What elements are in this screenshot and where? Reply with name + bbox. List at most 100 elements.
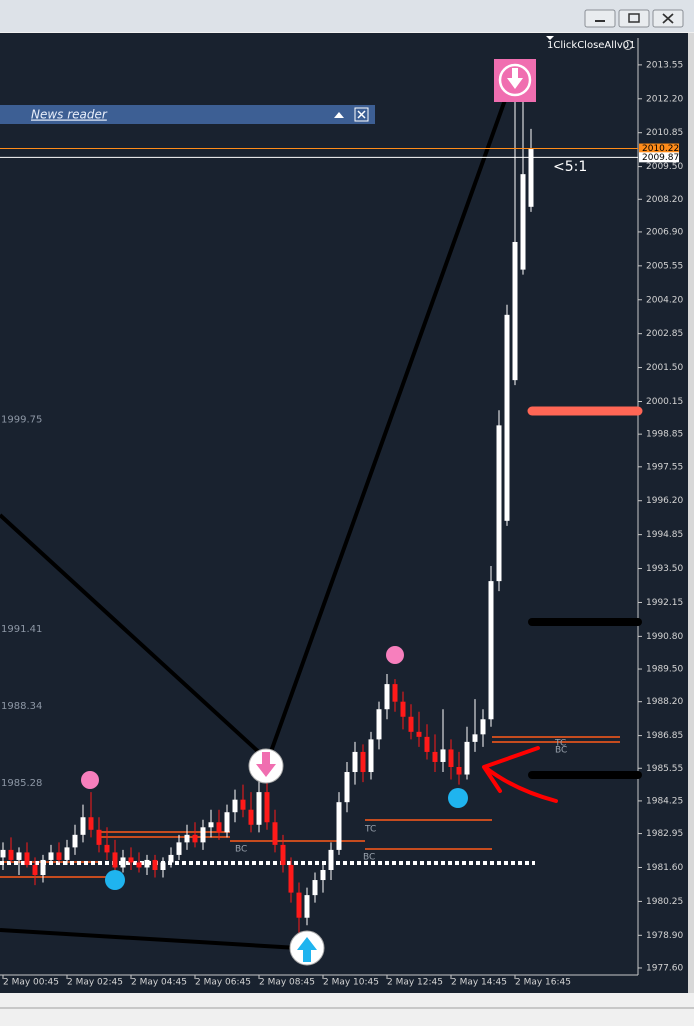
price-tag [639,152,679,163]
y-tick-label: 1986.85 [646,731,683,741]
y-tick-label: 1996.20 [646,496,683,506]
candle-body [0,849,6,858]
ratio-label: <5:1 [553,159,587,175]
sell-box-arrow [507,68,523,89]
chart-background [0,33,688,993]
candle-body [312,880,318,896]
y-tick-label: 1982.95 [646,829,683,839]
collapse-icon[interactable] [334,112,344,118]
level-label: 1985.28 [1,778,42,789]
candle-body [128,857,134,863]
minimize-button[interactable] [584,9,616,28]
y-tick-label: 1992.15 [646,598,683,608]
candle-body [280,844,286,865]
news-reader-title[interactable]: News reader [31,108,108,122]
level-tag: BC [363,853,375,863]
candle-body [304,895,310,918]
candle-body [160,862,166,870]
buy-arrow-icon [297,937,317,962]
y-tick-label: 1989.50 [646,665,683,675]
y-tick-label: 2000.15 [646,397,683,407]
candle-body [24,852,30,865]
trend-line [266,99,507,761]
candle-body [416,731,422,737]
candle-body [208,822,214,828]
y-tick-label: 1994.85 [646,530,683,540]
x-tick-label: 2 May 00:45 [3,978,59,988]
close-panel-icon [357,110,366,119]
candle-body [136,862,142,868]
x-tick-label: 2 May 02:45 [67,978,123,988]
y-tick-label: 1988.20 [646,697,683,707]
candle-body [456,767,462,775]
level-tag: TC [554,739,566,749]
candle-body [264,792,270,823]
candles [0,101,534,938]
y-tick-label: 1981.60 [646,863,683,873]
y-tick-label: 2008.20 [646,195,683,205]
news-reader-bar[interactable] [0,105,375,124]
candle-body [240,799,246,810]
candle-body [8,849,14,860]
candle-body [512,241,518,381]
candle-body [256,792,262,825]
y-tick-label: 1985.55 [646,764,683,774]
candle-body [248,809,254,825]
candle-body [432,751,438,762]
x-tick-label: 2 May 14:45 [451,978,507,988]
level-tag: TC [364,825,376,835]
y-tick-label: 2009.50 [646,162,683,172]
candle-body [104,844,110,853]
y-tick-label: 1998.85 [646,430,683,440]
candle-body [184,834,190,843]
candle-body [448,749,454,768]
candle-body [464,741,470,775]
y-tick-label: 2005.55 [646,261,683,271]
indicator-name: 1ClickCloseAllv01 [547,40,635,51]
restore-button[interactable] [618,9,650,28]
y-tick-label: 1984.25 [646,796,683,806]
candle-body [152,859,158,870]
level-label: 1999.75 [1,415,42,426]
candle-body [48,852,54,860]
y-tick-label: 2012.20 [646,94,683,104]
shift-marker [546,36,554,40]
y-tick-label: 1990.80 [646,632,683,642]
candle-body [88,817,94,830]
restore-icon [628,13,640,23]
buy-signal [105,870,125,890]
candle-body [496,425,502,582]
candle-body [40,859,46,876]
candle-body [368,739,374,773]
y-tick-label: 2004.20 [646,295,683,305]
hand-drawn-arrow [482,746,558,803]
y-tick-label: 2013.55 [646,60,683,70]
candle-body [488,581,494,720]
x-tick-label: 2 May 10:45 [323,978,379,988]
buy-signal [448,788,468,808]
candle-body [120,857,126,868]
close-panel[interactable] [354,107,369,122]
signals [81,59,558,966]
level-tag: BC [235,845,247,855]
candle-body [64,847,70,860]
candle-body [144,859,150,868]
title-bar [0,0,694,32]
candle-body [392,684,398,702]
candle-body [96,829,102,845]
sell-box-ring [498,63,532,97]
price-tag [639,143,679,154]
candle-body [112,852,118,868]
candle-body [376,709,382,740]
candle-body [80,817,86,835]
price-tag-label: 2009.87 [642,153,679,163]
sell-signal [386,646,404,664]
y-tick-label: 2006.90 [646,227,683,237]
candle-body [200,827,206,843]
y-tick-label: 1978.90 [646,931,683,941]
candle-body [232,799,238,813]
candle-body [328,849,334,870]
candle-body [408,716,414,732]
y-tick-label: 1980.25 [646,897,683,907]
